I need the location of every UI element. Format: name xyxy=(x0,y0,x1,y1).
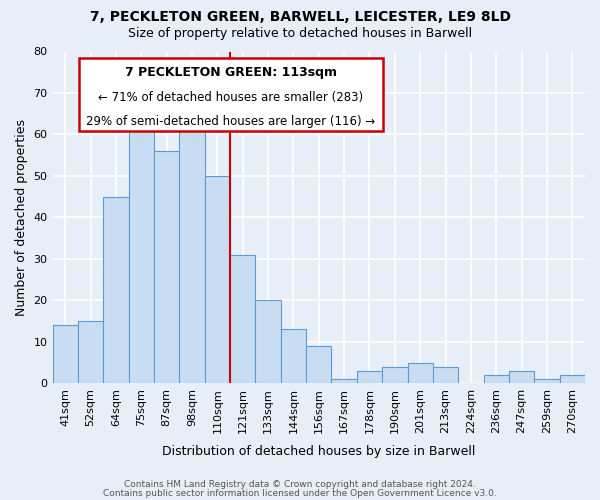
Bar xyxy=(534,380,560,384)
Bar xyxy=(509,371,534,384)
Bar xyxy=(78,321,103,384)
Bar xyxy=(128,126,154,384)
Bar xyxy=(230,255,256,384)
Bar xyxy=(256,300,281,384)
Bar xyxy=(306,346,331,384)
Bar xyxy=(382,367,407,384)
Text: 7 PECKLETON GREEN: 113sqm: 7 PECKLETON GREEN: 113sqm xyxy=(125,66,337,80)
Bar xyxy=(407,362,433,384)
Bar xyxy=(103,196,128,384)
Bar xyxy=(484,375,509,384)
Bar xyxy=(331,380,357,384)
Text: Contains public sector information licensed under the Open Government Licence v3: Contains public sector information licen… xyxy=(103,488,497,498)
Bar xyxy=(154,151,179,384)
Bar xyxy=(560,375,585,384)
X-axis label: Distribution of detached houses by size in Barwell: Distribution of detached houses by size … xyxy=(162,444,475,458)
Text: ← 71% of detached houses are smaller (283): ← 71% of detached houses are smaller (28… xyxy=(98,92,364,104)
Bar xyxy=(53,326,78,384)
Bar xyxy=(281,330,306,384)
Bar xyxy=(357,371,382,384)
Text: Size of property relative to detached houses in Barwell: Size of property relative to detached ho… xyxy=(128,28,472,40)
Y-axis label: Number of detached properties: Number of detached properties xyxy=(15,119,28,316)
Text: 29% of semi-detached houses are larger (116) →: 29% of semi-detached houses are larger (… xyxy=(86,114,376,128)
Text: 7, PECKLETON GREEN, BARWELL, LEICESTER, LE9 8LD: 7, PECKLETON GREEN, BARWELL, LEICESTER, … xyxy=(89,10,511,24)
Bar xyxy=(433,367,458,384)
Bar xyxy=(205,176,230,384)
Bar xyxy=(179,106,205,384)
FancyBboxPatch shape xyxy=(79,58,383,131)
Text: Contains HM Land Registry data © Crown copyright and database right 2024.: Contains HM Land Registry data © Crown c… xyxy=(124,480,476,489)
